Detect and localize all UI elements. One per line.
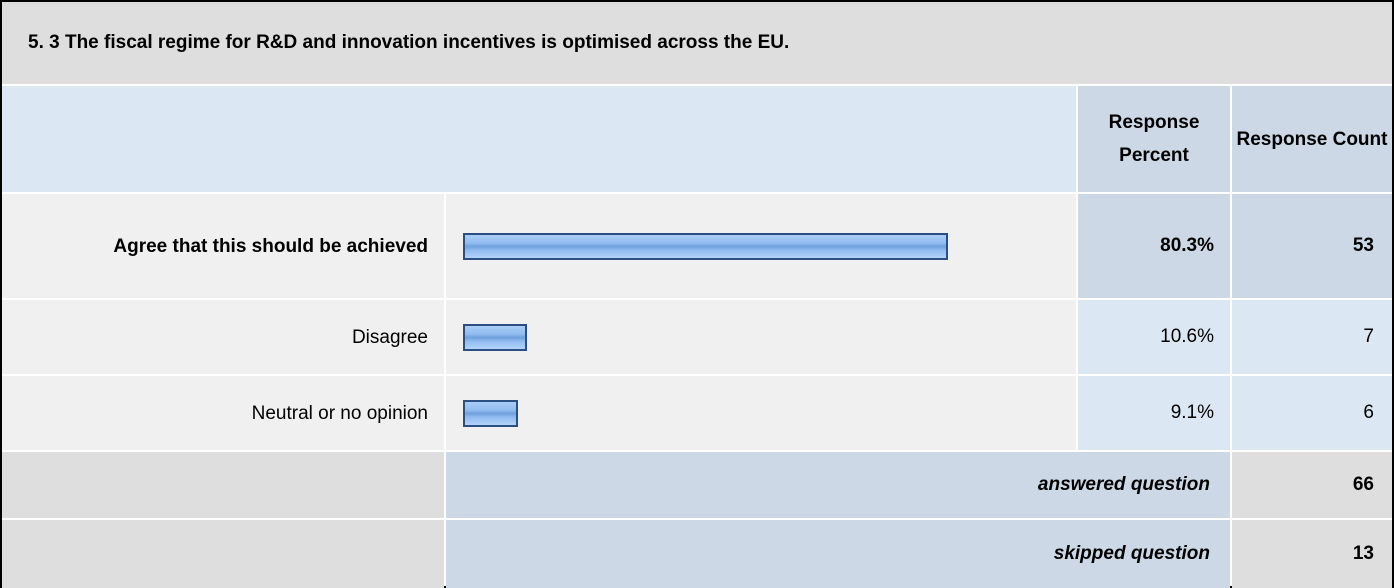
answer-count: 6 [1232, 376, 1392, 450]
answer-label: Disagree [2, 300, 444, 374]
answer-count: 53 [1232, 194, 1392, 298]
answer-percent: 10.6% [1078, 300, 1230, 374]
table-header: Response Percent Response Count [2, 86, 1392, 192]
summary-blank [2, 452, 444, 518]
answer-bar-cell [446, 300, 1076, 374]
table-row: Disagree 10.6% 7 [2, 298, 1392, 374]
answer-bar [463, 399, 518, 427]
question-title-row: 5. 3 The fiscal regime for R&D and innov… [2, 2, 1392, 86]
answer-bar-cell [446, 194, 1076, 298]
table-row: Neutral or no opinion 9.1% 6 [2, 374, 1392, 450]
skipped-question-count: 13 [1232, 520, 1392, 588]
answer-count: 7 [1232, 300, 1392, 374]
question-title: 5. 3 The fiscal regime for R&D and innov… [28, 32, 790, 53]
answer-percent: 80.3% [1078, 194, 1230, 298]
answered-row: answered question 66 [2, 450, 1392, 518]
table-row: Agree that this should be achieved 80.3%… [2, 192, 1392, 298]
answer-bar [463, 323, 527, 351]
answer-label: Neutral or no opinion [2, 376, 444, 450]
answered-question-count: 66 [1232, 452, 1392, 518]
skipped-row: skipped question 13 [2, 518, 1392, 588]
summary-blank [2, 520, 444, 588]
answer-bar-cell [446, 376, 1076, 450]
answered-question-label: answered question [446, 452, 1230, 518]
header-response-count: Response Count [1232, 86, 1392, 192]
header-response-percent: Response Percent [1078, 86, 1230, 192]
header-blank [2, 86, 1076, 192]
answer-label: Agree that this should be achieved [2, 194, 444, 298]
skipped-question-label: skipped question [446, 520, 1230, 588]
answer-bar [463, 232, 948, 260]
answer-percent: 9.1% [1078, 376, 1230, 450]
